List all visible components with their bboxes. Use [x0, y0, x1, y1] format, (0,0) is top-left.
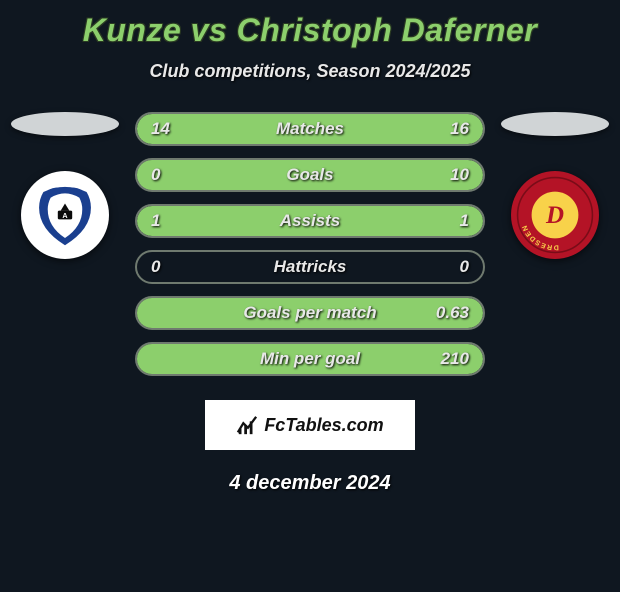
right-player-column: D DRESDEN	[495, 112, 615, 259]
left-club-crest-icon: A	[29, 179, 101, 251]
left-club-logo: A	[21, 171, 109, 259]
stat-row: 1 Assists 1	[135, 204, 485, 238]
right-club-crest-icon: D DRESDEN	[516, 176, 594, 254]
left-player-silhouette-icon	[11, 112, 119, 136]
stat-value-left: 0	[151, 257, 160, 277]
comparison-title: Kunze vs Christoph Daferner	[0, 12, 620, 49]
stat-row: 14 Matches 16	[135, 112, 485, 146]
right-player-silhouette-icon	[501, 112, 609, 136]
stat-row: Goals per match 0.63	[135, 296, 485, 330]
right-club-logo: D DRESDEN	[511, 171, 599, 259]
stat-value-right: 1	[460, 211, 469, 231]
stat-row: Min per goal 210	[135, 342, 485, 376]
stat-value-left: 1	[151, 211, 160, 231]
branding-banner: FcTables.com	[205, 400, 415, 450]
stats-list: 14Matches160Goals101Assists10Hattricks0G…	[135, 112, 485, 376]
branding-text: FcTables.com	[264, 415, 383, 436]
comparison-body: A 14Matches160Goals101Assists10Hattricks…	[0, 112, 620, 376]
stat-value-right: 0.63	[436, 303, 469, 323]
stat-label: Min per goal	[260, 349, 360, 369]
stat-value-left: 14	[151, 119, 170, 139]
stat-value-right: 16	[450, 119, 469, 139]
stat-value-right: 10	[450, 165, 469, 185]
stat-label: Matches	[276, 119, 344, 139]
chart-icon	[236, 414, 258, 436]
stat-label: Goals	[286, 165, 333, 185]
stat-value-left: 0	[151, 165, 160, 185]
stat-row: 0 Hattricks 0	[135, 250, 485, 284]
stat-value-right: 0	[460, 257, 469, 277]
stat-label: Hattricks	[274, 257, 347, 277]
stat-label: Goals per match	[243, 303, 376, 323]
left-player-column: A	[5, 112, 125, 259]
snapshot-date: 4 december 2024	[0, 472, 620, 495]
stat-label: Assists	[280, 211, 340, 231]
svg-text:A: A	[62, 211, 67, 220]
stat-value-right: 210	[441, 349, 469, 369]
comparison-subtitle: Club competitions, Season 2024/2025	[0, 61, 620, 82]
stat-row: 0 Goals 10	[135, 158, 485, 192]
svg-text:D: D	[545, 202, 564, 229]
